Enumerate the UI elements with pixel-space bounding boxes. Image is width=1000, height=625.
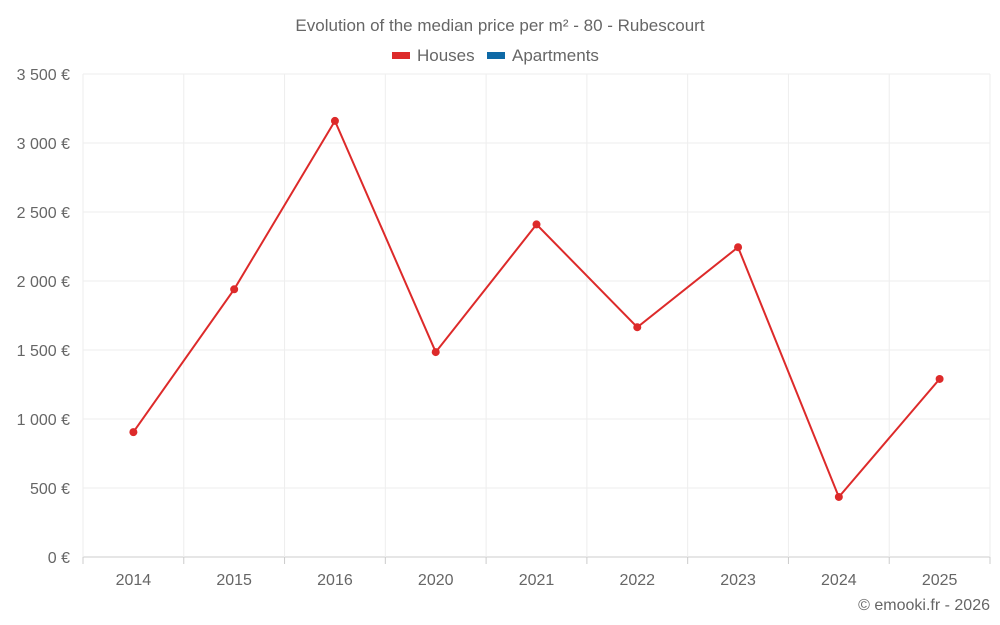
x-tick-label: 2025 bbox=[922, 572, 958, 589]
chart-title: Evolution of the median price per m² - 8… bbox=[295, 16, 704, 35]
data-point bbox=[633, 323, 642, 332]
x-tick-label: 2015 bbox=[216, 572, 252, 589]
series-line-houses bbox=[132, 118, 941, 499]
data-point bbox=[330, 116, 339, 125]
y-tick-label: 500 € bbox=[30, 481, 70, 498]
x-tick-label: 2024 bbox=[821, 572, 857, 589]
credit: © emooki.fr - 2026 bbox=[858, 597, 990, 614]
x-tick-label: 2021 bbox=[519, 572, 555, 589]
data-point bbox=[935, 374, 944, 383]
x-tick-label: 2022 bbox=[619, 572, 655, 589]
y-tick-label: 0 € bbox=[48, 550, 70, 567]
data-point bbox=[431, 348, 440, 357]
data-point bbox=[834, 492, 843, 501]
x-tick-label: 2023 bbox=[720, 572, 756, 589]
x-tick-label: 2020 bbox=[418, 572, 454, 589]
y-tick-label: 3 000 € bbox=[17, 136, 70, 153]
y-axis: 0 € 500 € 1 000 € 1 500 € 2 000 € 2 500 € 3 00… bbox=[17, 67, 70, 567]
grid bbox=[82, 73, 991, 558]
x-axis: 2014 2015 2016 2020 2021 2022 2023 2024 2025 bbox=[82, 557, 991, 589]
y-tick-label: 3 500 € bbox=[17, 67, 70, 84]
data-point bbox=[532, 220, 541, 229]
x-tick-label: 2014 bbox=[116, 572, 152, 589]
data-point bbox=[230, 285, 239, 294]
y-tick-label: 1 500 € bbox=[17, 343, 70, 360]
legend-swatch bbox=[487, 52, 505, 59]
legend-swatch bbox=[392, 52, 410, 59]
legend: Houses Apartments bbox=[392, 46, 599, 65]
series bbox=[129, 116, 944, 501]
data-point bbox=[129, 428, 138, 437]
y-tick-label: 2 500 € bbox=[17, 205, 70, 222]
legend-label: Apartments bbox=[512, 46, 599, 65]
x-tick-label: 2016 bbox=[317, 572, 353, 589]
y-tick-label: 1 000 € bbox=[17, 412, 70, 429]
y-tick-label: 2 000 € bbox=[17, 274, 70, 291]
legend-label: Houses bbox=[417, 46, 475, 65]
data-point bbox=[734, 243, 743, 252]
